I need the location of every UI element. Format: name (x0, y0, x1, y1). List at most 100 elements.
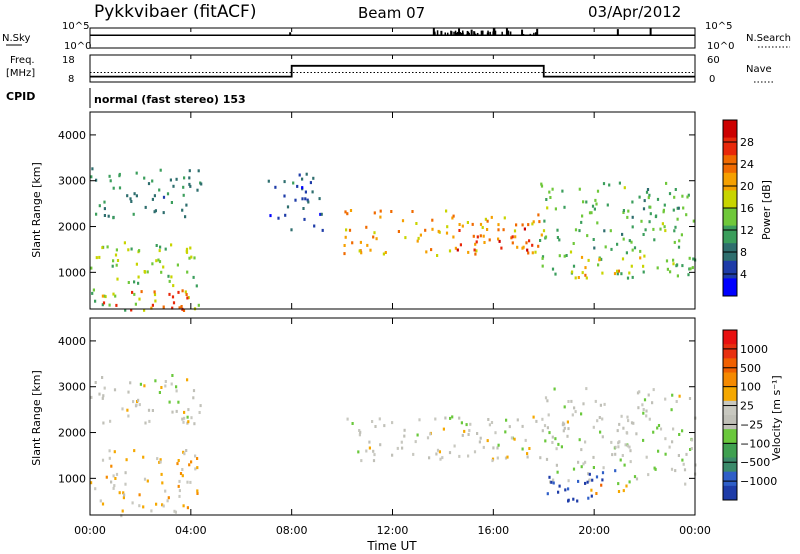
range-gate-cell (144, 205, 147, 209)
range-gate-cell (343, 244, 346, 247)
range-gate-cell (177, 290, 180, 294)
range-gate-cell (603, 402, 606, 406)
range-gate-cell (521, 223, 524, 227)
range-gate-cell (628, 271, 631, 275)
x-axis-ticklabels: 00:00 04:00 08:00 12:00 16:00 20:00 00:00 (74, 524, 711, 537)
range-gate-cell (379, 215, 382, 219)
date-label: 03/Apr/2012 (588, 3, 681, 21)
freq-right-top: 60 (707, 55, 720, 66)
range-gate-cell (602, 466, 605, 470)
range-gate-cell (345, 228, 348, 232)
range-gate-cell (403, 434, 406, 438)
range-gate-cell (491, 459, 494, 463)
range-gate-cell (540, 184, 544, 188)
range-gate-cell (307, 200, 310, 204)
range-gate-cell (112, 186, 115, 190)
range-gate-cell (661, 222, 664, 226)
range-gate-cell (645, 414, 648, 418)
range-gate-cell (558, 238, 561, 242)
range-gate-cell (690, 447, 693, 450)
range-gate-cell (680, 233, 683, 237)
range-gate-cell (537, 213, 540, 217)
range-gate-cell (556, 228, 559, 232)
range-gate-cell (585, 387, 588, 391)
range-gate-cell (452, 235, 455, 239)
x-tick-label: 00:00 (74, 524, 106, 537)
range-gate-cell (167, 496, 170, 500)
range-gate-cell (692, 219, 695, 223)
range-gate-cell (171, 410, 174, 414)
plot-title: Pykkvibaer (fitACF) (94, 2, 256, 22)
range-gate-cell (486, 439, 489, 443)
range-gate-cell (563, 405, 566, 409)
range-gate-cell (188, 463, 191, 467)
range-gate-cell (515, 223, 518, 227)
range-gate-cell (346, 212, 349, 216)
range-gate-cell (159, 245, 162, 249)
noise-search-spike (474, 33, 477, 36)
range-gate-cell (497, 237, 500, 241)
range-gate-cell (151, 197, 154, 201)
range-gate-cell (277, 216, 280, 220)
range-gate-cell (129, 381, 132, 385)
range-gate-cell (112, 474, 115, 478)
noise-search-spike (473, 31, 475, 36)
range-gate-cell (681, 264, 684, 268)
range-gate-cell (176, 462, 179, 466)
range-gate-cell (189, 480, 192, 484)
range-gate-cell (283, 180, 286, 184)
range-gate-cell (176, 263, 179, 267)
range-gate-cell (622, 211, 625, 214)
range-gate-cell (162, 195, 166, 199)
range-gate-cell (600, 483, 603, 487)
range-gate-cell (627, 209, 630, 213)
range-gate-cell (682, 462, 685, 466)
range-gate-cell (582, 200, 585, 204)
range-gate-cell (664, 452, 667, 456)
range-gate-cell (513, 229, 517, 233)
colorbar-tick-label: 8 (740, 246, 747, 259)
range-gate-cell (569, 250, 573, 254)
range-gate-cell (590, 211, 593, 215)
range-gate-cell (283, 194, 286, 198)
range-gate-cell (451, 415, 454, 419)
range-gate-cell (186, 480, 189, 484)
range-gate-cell (626, 415, 629, 419)
range-gate-cell (174, 510, 177, 514)
range-gate-cell (640, 219, 643, 223)
colorbar-frame (722, 329, 738, 501)
range-gate-cell (585, 200, 588, 204)
range-gate-cell (415, 222, 418, 225)
range-gate-cell (164, 247, 167, 251)
range-gate-cell (631, 225, 634, 229)
range-gate-cell (135, 262, 138, 266)
range-gate-cell (683, 468, 687, 472)
range-gate-cell (531, 222, 534, 226)
range-gate-cell (122, 491, 125, 495)
range-gate-cell (194, 454, 197, 458)
range-gate-cell (580, 255, 584, 259)
range-gate-cell (541, 255, 545, 259)
range-gate-cell (672, 262, 675, 266)
range-gate-cell (153, 194, 156, 198)
range-gate-cell (626, 431, 629, 435)
range-ytick-label: 4000 (58, 129, 86, 142)
range-gate-cell (296, 184, 299, 188)
range-gate-cell (645, 409, 648, 413)
range-gate-cell (676, 206, 679, 210)
range-gate-cell (396, 446, 399, 450)
noise-search-spike (534, 32, 537, 36)
range-gate-cell (374, 425, 377, 428)
range-gate-cell (503, 216, 506, 220)
range-gate-cell (524, 438, 527, 442)
noise-panel-ticks (89, 28, 696, 32)
range-gate-cell (465, 423, 468, 427)
range-gate-cell (656, 426, 659, 430)
range-gate-cell (142, 505, 145, 509)
range-gate-cell (545, 457, 549, 461)
range-gate-cell (580, 465, 583, 469)
range-gate-cell (461, 224, 464, 228)
range-gate-cell (556, 236, 559, 239)
range-gate-cell (576, 499, 579, 503)
